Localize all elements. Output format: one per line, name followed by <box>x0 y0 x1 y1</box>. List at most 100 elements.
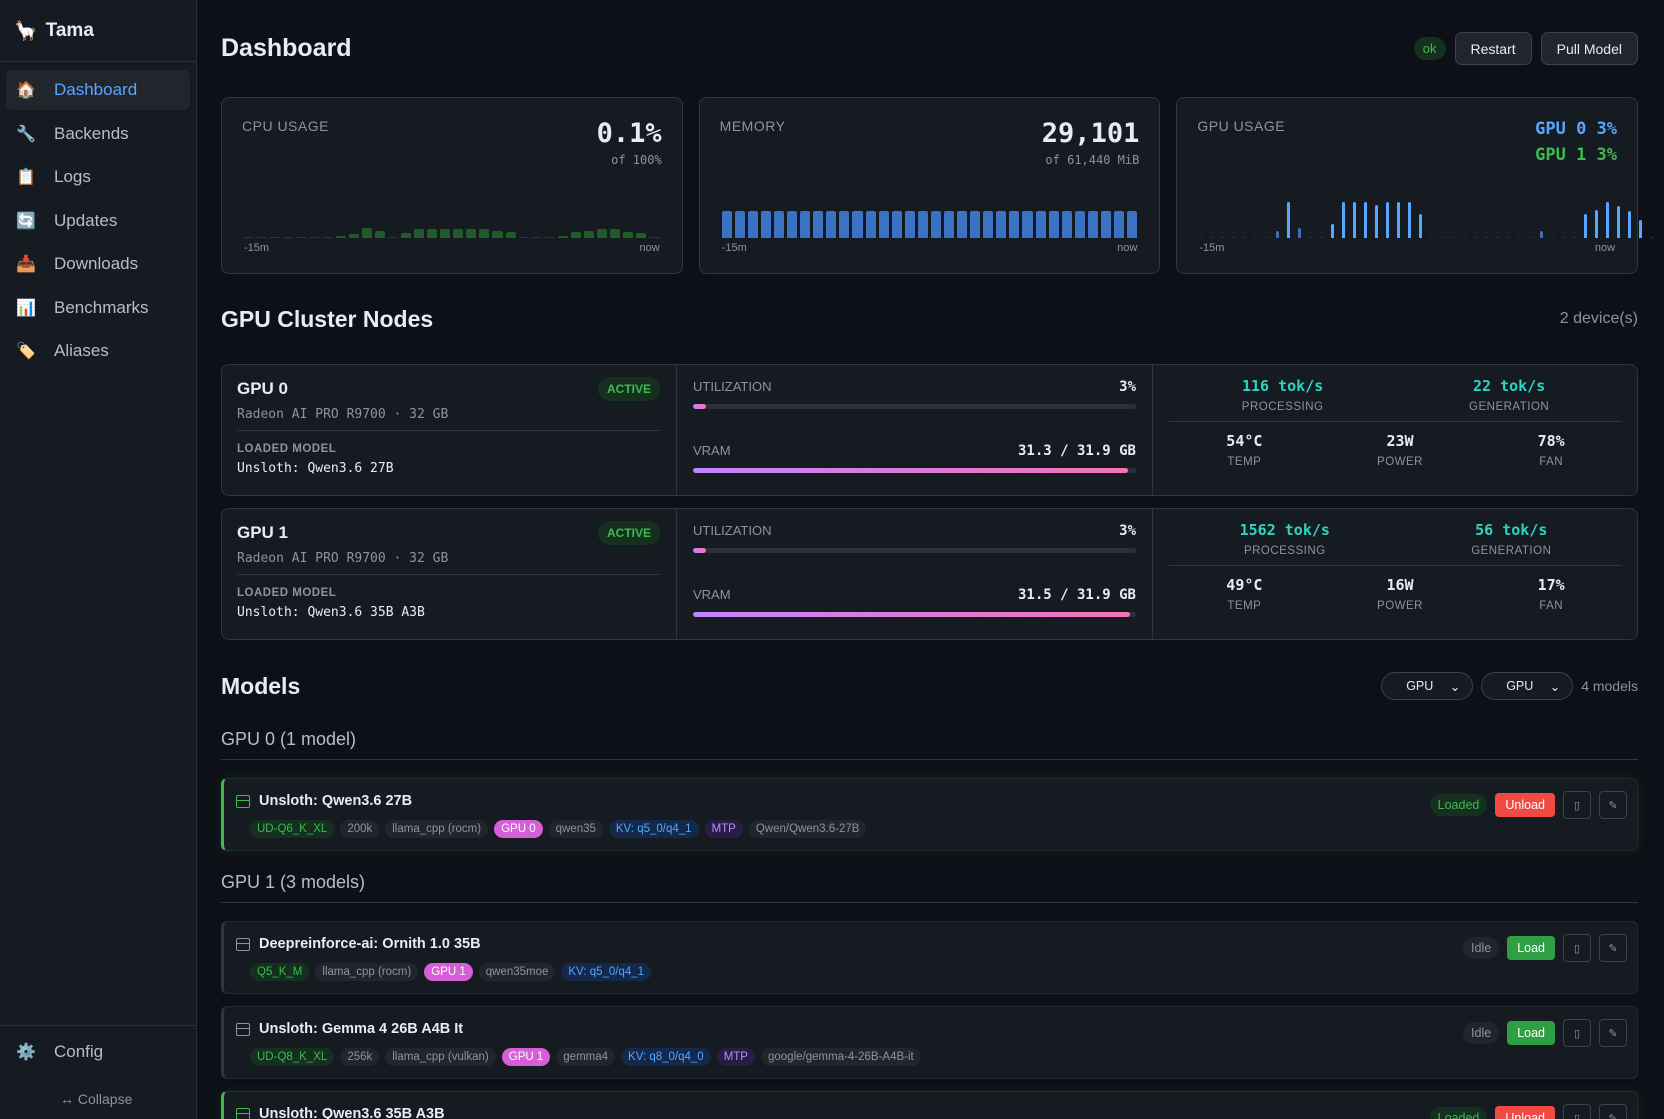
load-button[interactable]: Load <box>1507 936 1555 960</box>
sidebar-item-dashboard[interactable]: 🏠 Dashboard <box>6 70 190 110</box>
processing-label: PROCESSING <box>1241 401 1324 413</box>
spark-bar <box>1114 211 1125 238</box>
spark-bar <box>309 236 320 238</box>
spark-bar <box>1309 236 1313 238</box>
brand[interactable]: 🦙 Tama <box>0 0 196 62</box>
gpu-card: GPU USAGE GPU 0 3% GPU 1 3% -15m now <box>1176 97 1654 274</box>
temp-label: TEMP <box>1227 600 1262 612</box>
loaded-model-label: LOADED MODEL <box>237 443 337 455</box>
temp-value: 49°C <box>1226 576 1263 594</box>
model-tag: UD-Q8_K_XL <box>250 1048 335 1066</box>
spark-bar <box>1009 211 1020 238</box>
restart-button[interactable]: Restart <box>1454 32 1532 65</box>
spark-bar <box>335 235 346 238</box>
gpu1-value: GPU 1 3% <box>1535 145 1618 165</box>
server-icon <box>236 1022 250 1036</box>
edit-icon[interactable]: ✎ <box>1599 791 1627 819</box>
sidebar-item-aliases[interactable]: 🏷️ Aliases <box>6 331 190 371</box>
axis-end: now <box>1117 242 1138 254</box>
model-tag: 256k <box>340 1048 380 1066</box>
loaded-model: Unsloth: Qwen3.6 27B <box>237 461 394 476</box>
spark-bar <box>800 211 811 238</box>
clipboard-icon[interactable]: ▯ <box>1563 1019 1591 1047</box>
spark-bar <box>1452 236 1456 238</box>
spark-bar <box>1232 236 1236 238</box>
sidebar-item-updates[interactable]: 🔄 Updates <box>6 201 190 241</box>
sidebar: 🦙 Tama 🏠 Dashboard 🔧 Backends 📋 Logs 🔄 Updates 📥… <box>0 0 197 1119</box>
spark-bar <box>440 229 451 238</box>
util-value: 3% <box>1119 523 1136 539</box>
spark-bar <box>296 236 307 238</box>
updates-icon: 🔄 <box>16 212 36 230</box>
model-row[interactable]: Unsloth: Gemma 4 26B A4B It UD-Q8_K_XL 25… <box>221 1006 1638 1079</box>
spark-bar <box>636 233 647 238</box>
model-row[interactable]: Unsloth: Qwen3.6 27B UD-Q6_K_XL 200k llama… <box>221 778 1638 851</box>
load-button[interactable]: Load <box>1507 1021 1555 1045</box>
spark-bar <box>1353 202 1357 238</box>
unload-button[interactable]: Unload <box>1495 1106 1555 1119</box>
memory-value: 29,101 <box>1041 118 1140 149</box>
spark-bar <box>1628 211 1632 238</box>
model-name: Unsloth: Qwen3.6 35B A3B <box>259 1106 445 1119</box>
models-header: Models GPU ⌄ GPU ⌄ 4 models <box>221 652 1638 720</box>
spark-bar <box>957 211 968 238</box>
models-count: 4 models <box>1581 678 1638 694</box>
model-tag: KV: q8_0/q4_0 <box>621 1048 711 1066</box>
gpu-group-select[interactable]: GPU ⌄ <box>1481 672 1574 700</box>
sidebar-item-logs[interactable]: 📋 Logs <box>6 157 190 197</box>
sidebar-item-config[interactable]: ⚙️ Config <box>6 1032 190 1072</box>
clipboard-icon[interactable]: ▯ <box>1563 791 1591 819</box>
spark-bar <box>1463 236 1467 238</box>
spark-bar <box>1518 236 1522 238</box>
axis-start: -15m <box>721 242 747 254</box>
edit-icon[interactable]: ✎ <box>1599 1104 1627 1119</box>
spark-bar <box>1320 236 1324 238</box>
loaded-model-label: LOADED MODEL <box>237 587 337 599</box>
spark-bar <box>1562 236 1566 238</box>
spark-bar <box>996 211 1007 238</box>
unload-button[interactable]: Unload <box>1495 793 1555 817</box>
spark-bar <box>747 211 758 238</box>
spark-bar <box>1606 202 1610 238</box>
vram-label: VRAM <box>693 587 731 602</box>
spark-bar <box>244 236 255 238</box>
sidebar-item-backends[interactable]: 🔧 Backends <box>6 114 190 154</box>
spark-bar <box>492 230 503 238</box>
vram-value: 31.3 / 31.9 GB <box>1017 443 1136 459</box>
clipboard-icon[interactable]: ▯ <box>1563 934 1591 962</box>
cpu-value: 0.1% <box>596 118 662 149</box>
model-status-badge: Loaded <box>1429 1107 1488 1119</box>
spark-bar <box>1595 209 1599 238</box>
vram-bar-fill <box>693 468 1128 473</box>
edit-icon[interactable]: ✎ <box>1599 934 1627 962</box>
spark-bar <box>1408 202 1412 238</box>
power-label: POWER <box>1377 456 1423 468</box>
generation-value: 56 tok/s <box>1475 521 1548 539</box>
clipboard-icon[interactable]: ▯ <box>1563 1104 1591 1119</box>
util-bar <box>693 404 1136 409</box>
collapse-button[interactable]: ↔ Collapse <box>60 1091 133 1107</box>
pull-model-button[interactable]: Pull Model <box>1540 32 1638 65</box>
gpu-node-card: GPU 0 ACTIVE Radeon AI PRO R9700 · 32 GB … <box>221 364 1638 496</box>
processing-value: 1562 tok/s <box>1239 521 1330 539</box>
select-value: GPU <box>1406 679 1434 693</box>
temp-value: 54°C <box>1226 432 1263 450</box>
memory-card: MEMORY 29,101 of 61,440 MiB -15m now <box>698 97 1161 274</box>
cpu-sub: of 100% <box>611 153 662 167</box>
edit-icon[interactable]: ✎ <box>1599 1019 1627 1047</box>
spark-bar <box>1276 231 1280 238</box>
spark-bar <box>1529 236 1533 238</box>
sidebar-item-downloads[interactable]: 📥 Downloads <box>6 244 190 284</box>
vram-bar <box>693 468 1136 473</box>
sidebar-item-benchmarks[interactable]: 📊 Benchmarks <box>6 288 190 328</box>
spark-bar <box>557 235 568 238</box>
spark-bar <box>1419 214 1423 238</box>
spark-bar <box>1474 236 1478 238</box>
spark-bar <box>518 236 529 238</box>
logs-icon: 📋 <box>16 169 36 186</box>
model-row[interactable]: Unsloth: Qwen3.6 35B A3B Loaded Unload ▯… <box>221 1091 1638 1119</box>
spark-bar <box>904 211 915 238</box>
spark-bar <box>283 236 294 238</box>
gpu-filter-select[interactable]: GPU ⌄ <box>1381 672 1474 700</box>
model-row[interactable]: Deepreinforce-ai: Ornith 1.0 35B Q5_K_M l… <box>221 921 1638 994</box>
